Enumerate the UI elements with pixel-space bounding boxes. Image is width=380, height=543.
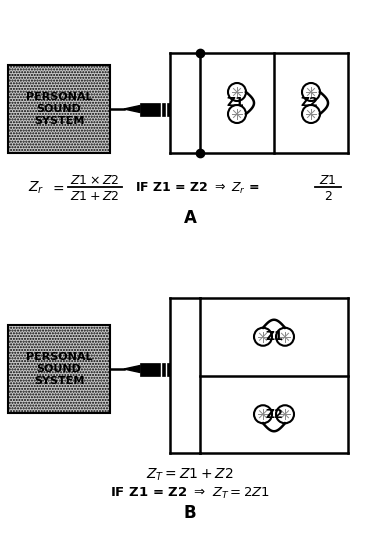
Text: $Z1 + Z2$: $Z1 + Z2$ [70,190,120,203]
Text: $Z_r$: $Z_r$ [28,180,44,196]
Bar [140,103,170,116]
Text: Z2: Z2 [265,408,283,421]
Polygon shape [124,365,140,372]
Circle shape [228,83,246,101]
Text: PERSONAL: PERSONAL [26,352,92,362]
Polygon shape [124,105,140,112]
Circle shape [276,328,294,346]
Text: SOUND: SOUND [36,364,81,374]
Text: SOUND: SOUND [36,104,81,114]
Circle shape [228,105,246,123]
Text: $2$: $2$ [324,190,332,203]
Bar [140,363,170,376]
Text: $Z_T = Z1 + Z2$: $Z_T = Z1 + Z2$ [146,467,234,483]
Circle shape [302,83,320,101]
Text: PERSONAL: PERSONAL [26,92,92,102]
Circle shape [254,405,272,423]
Text: $=$: $=$ [50,181,65,195]
Circle shape [276,405,294,423]
Text: B: B [184,504,196,522]
Text: SYSTEM: SYSTEM [34,376,84,386]
Text: A: A [184,209,196,227]
Text: SYSTEM: SYSTEM [34,116,84,126]
Bar [8,325,110,413]
Text: Z2: Z2 [300,97,318,110]
Text: Z1: Z1 [265,330,283,343]
Circle shape [302,105,320,123]
Bar [8,65,110,153]
Text: Z1: Z1 [226,97,244,110]
Text: IF Z1 = Z2 $\Rightarrow$ $Z_r$ =: IF Z1 = Z2 $\Rightarrow$ $Z_r$ = [135,180,260,195]
Text: IF Z1 = Z2 $\Rightarrow$ $Z_T = 2Z1$: IF Z1 = Z2 $\Rightarrow$ $Z_T = 2Z1$ [110,485,270,501]
Circle shape [254,328,272,346]
Text: $Z1 \times Z2$: $Z1 \times Z2$ [70,174,120,186]
Text: $Z1$: $Z1$ [319,174,337,186]
